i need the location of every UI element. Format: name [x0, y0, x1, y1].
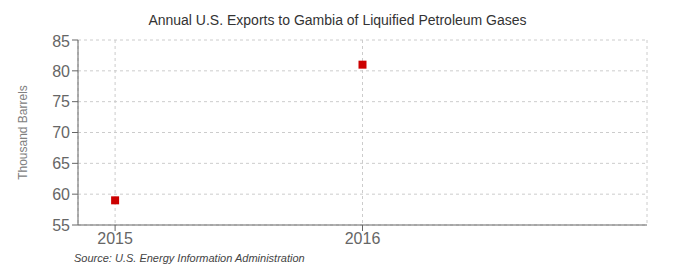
svg-text:2016: 2016: [345, 230, 381, 247]
html-text:Annual U.S. Exports to Gambia: Annual U.S. Exports to Gambia of Liquifi…: [148, 12, 527, 28]
svg-text:75: 75: [52, 93, 70, 110]
svg-text:85: 85: [52, 33, 70, 50]
html-text:Source: U.S. Energy Informatio: Source: U.S. Energy Information Administ…: [74, 252, 305, 264]
svg-text:70: 70: [52, 124, 70, 141]
svg-text:Thousand Barrels: Thousand Barrels: [16, 85, 30, 180]
svg-text:65: 65: [52, 155, 70, 172]
svg-text:2015: 2015: [97, 230, 133, 247]
svg-text:60: 60: [52, 186, 70, 203]
svg-text:80: 80: [52, 63, 70, 80]
svg-text:55: 55: [52, 217, 70, 234]
